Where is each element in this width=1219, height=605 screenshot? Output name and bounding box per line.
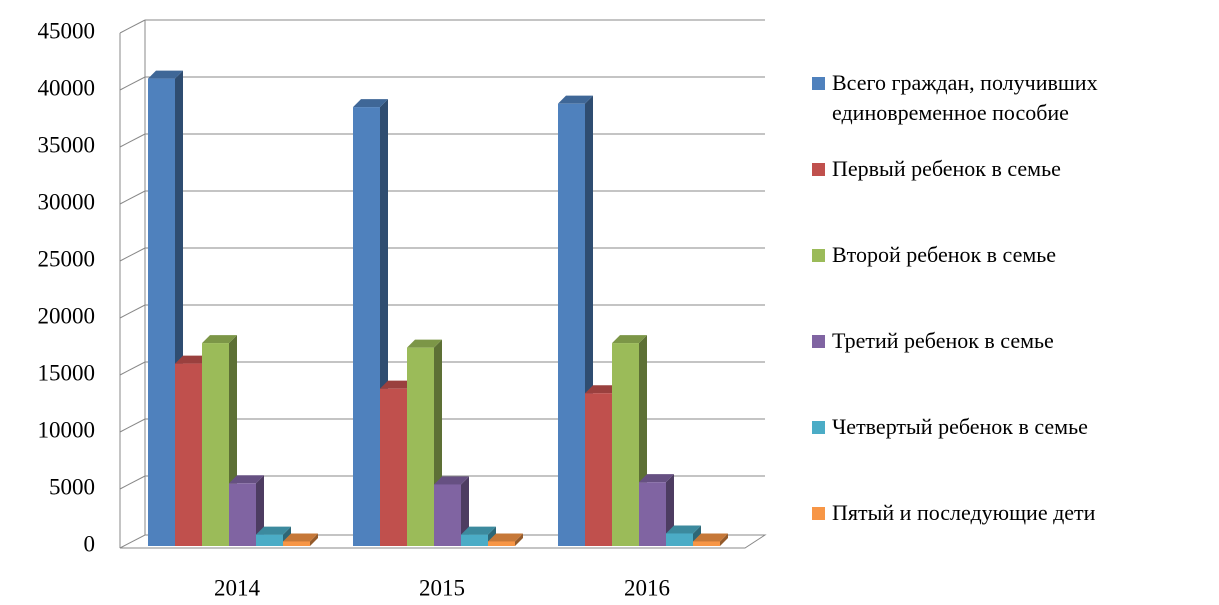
bar-front xyxy=(148,78,175,546)
bar-front xyxy=(256,534,283,546)
bar-top xyxy=(461,526,496,535)
bar-top xyxy=(666,525,701,534)
y-tick-label: 45000 xyxy=(38,18,96,43)
bar-front xyxy=(612,343,639,546)
bar-front xyxy=(585,393,612,546)
grid-line-side xyxy=(119,76,146,91)
x-tick-label: 2016 xyxy=(624,575,670,600)
bar-front xyxy=(558,103,585,547)
y-tick-label: 25000 xyxy=(38,246,96,271)
bar-top xyxy=(488,533,523,542)
bar-top xyxy=(693,533,728,542)
y-tick-label: 10000 xyxy=(38,417,96,442)
bar-front xyxy=(229,483,256,546)
grid-line-side xyxy=(119,190,146,205)
bar xyxy=(229,475,264,546)
bar-front xyxy=(666,533,693,546)
y-tick-label: 5000 xyxy=(49,474,95,499)
bar-front xyxy=(693,541,720,546)
legend-item: Третий ребенок в семье xyxy=(812,326,1212,412)
bar-top xyxy=(229,475,264,484)
grid-line-side xyxy=(119,304,146,319)
legend-swatch xyxy=(812,335,825,348)
legend-item: Первый ребенок в семье xyxy=(812,154,1212,240)
bar-front xyxy=(175,363,202,546)
bar-top xyxy=(148,70,183,79)
bar-top xyxy=(612,335,647,344)
y-tick-label: 0 xyxy=(84,531,96,556)
bar-side xyxy=(515,533,523,546)
legend-label: Всего граждан, получивших единовременное… xyxy=(832,70,1098,125)
y-tick-label: 20000 xyxy=(38,303,96,328)
legend-label: Второй ребенок в семье xyxy=(832,242,1057,267)
bar-top xyxy=(380,380,415,389)
bar-front xyxy=(283,541,310,546)
bar-top xyxy=(202,335,237,344)
legend-item: Четвертый ребенок в семье xyxy=(812,412,1212,498)
grid-line-side xyxy=(119,19,146,34)
legend-item: Всего граждан, получивших единовременное… xyxy=(812,68,1212,154)
legend-swatch xyxy=(812,421,825,434)
bar-top xyxy=(283,533,318,542)
bar-front xyxy=(639,482,666,546)
bar-top xyxy=(585,385,620,394)
bar-top xyxy=(558,95,593,104)
legend-swatch xyxy=(812,507,825,520)
legend-swatch xyxy=(812,77,825,90)
y-tick-label: 15000 xyxy=(38,360,96,385)
grid-line-side xyxy=(119,475,146,490)
bar-top xyxy=(256,526,291,535)
bar-top xyxy=(407,339,442,348)
bar-front xyxy=(407,347,434,546)
grid-line-side xyxy=(119,361,146,376)
legend-label: Четвертый ребенок в семье xyxy=(832,414,1088,439)
bar-top xyxy=(353,99,388,108)
bar-front xyxy=(434,484,461,546)
bar-top xyxy=(639,474,674,483)
bar-front xyxy=(380,388,407,546)
legend-label: Пятый и последующие дети xyxy=(832,500,1096,525)
legend-label: Первый ребенок в семье xyxy=(832,156,1061,181)
bar xyxy=(488,533,523,546)
bar xyxy=(202,335,237,546)
chart: 0 5000 10000 15000 20000 25000 30000 35000 40000… xyxy=(38,18,767,600)
grid-line-side xyxy=(119,418,146,433)
bar xyxy=(693,533,728,546)
bar-top xyxy=(434,476,469,485)
bar-top xyxy=(175,355,210,364)
legend-item: Пятый и последующие дети xyxy=(812,498,1212,584)
grid-line-side xyxy=(119,247,146,262)
bar xyxy=(666,525,701,546)
bar-side xyxy=(256,475,264,546)
bar xyxy=(639,474,674,546)
bar-front xyxy=(353,107,380,546)
legend-swatch xyxy=(812,163,825,176)
grid-line-side xyxy=(119,133,146,148)
bar-front xyxy=(488,541,515,546)
y-tick-label: 35000 xyxy=(38,132,96,157)
y-tick-label: 30000 xyxy=(38,189,96,214)
bar xyxy=(283,533,318,546)
x-tick-label: 2014 xyxy=(214,575,261,600)
legend: Всего граждан, получивших единовременное… xyxy=(812,68,1212,584)
legend-swatch xyxy=(812,249,825,262)
legend-label: Третий ребенок в семье xyxy=(832,328,1054,353)
x-tick-label: 2015 xyxy=(419,575,465,600)
y-tick-label: 40000 xyxy=(38,75,96,100)
legend-item: Второй ребенок в семье xyxy=(812,240,1212,326)
bar-side xyxy=(720,533,728,546)
bar-front xyxy=(461,534,488,546)
bar-side xyxy=(310,533,318,546)
bar-front xyxy=(202,343,229,546)
